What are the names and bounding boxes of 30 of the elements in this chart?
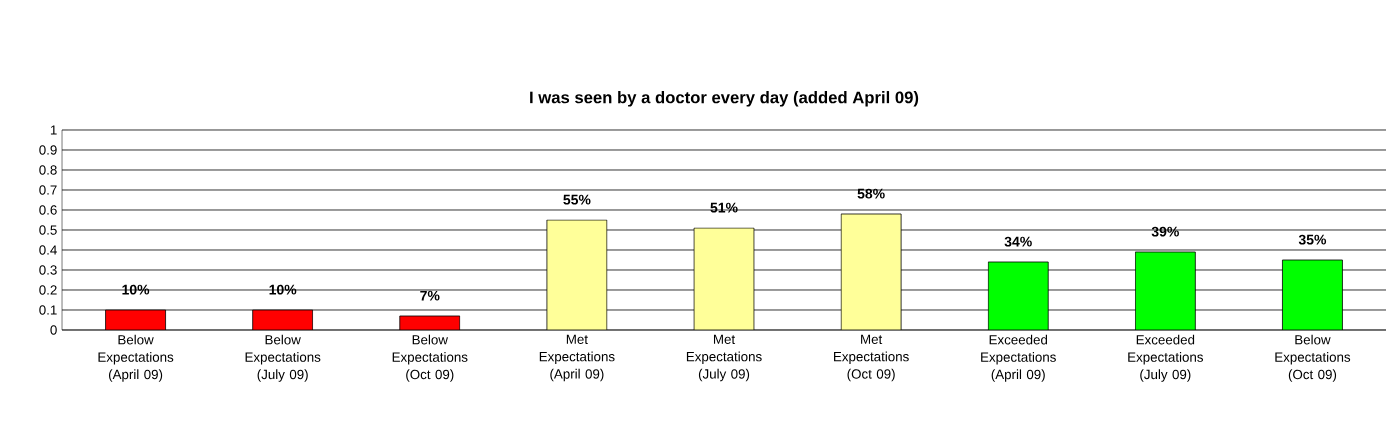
data-label: 10% (269, 284, 297, 295)
data-label: 35% (1298, 234, 1327, 245)
y-tick-label: 0.5 (39, 225, 57, 235)
y-tick-label: 1 (50, 125, 57, 135)
y-tick-label: 0.1 (39, 305, 57, 315)
y-tick-label: 0.6 (39, 205, 57, 215)
x-tick-label: Met Expectations (July 09) (686, 334, 762, 382)
data-label: 39% (1151, 226, 1179, 237)
data-label: 58% (857, 188, 885, 199)
data-label: 7% (420, 290, 440, 301)
x-tick-label: Exceeded Expectations (July 09) (1128, 334, 1204, 382)
data-label: 55% (563, 194, 591, 205)
x-tick-label: Met Expectations (Oct 09) (834, 334, 909, 382)
data-label: 51% (710, 202, 738, 213)
x-tick-label: Below Expectations (July 09) (245, 334, 321, 382)
y-tick-label: 0 (50, 325, 57, 335)
y-tick-label: 0.4 (39, 245, 57, 255)
x-tick-label: Below Expectations (Oct 09) (1275, 334, 1351, 382)
y-tick-label: 0.9 (39, 145, 57, 155)
y-tick-label: 0.3 (39, 265, 57, 275)
data-label: 10% (122, 284, 150, 295)
y-tick-label: 0.2 (39, 285, 57, 295)
y-tick-label: 0.8 (39, 165, 57, 175)
y-tick-label: 0.7 (39, 185, 57, 195)
data-label: 34% (1004, 236, 1032, 247)
x-tick-label: Met Expectations (April 09) (539, 334, 615, 382)
x-tick-label: Exceeded Expectations (April 09) (981, 334, 1056, 382)
x-tick-label: Below Expectations (Oct 09) (392, 334, 468, 382)
x-tick-label: Below Expectations (April 09) (98, 334, 174, 382)
chart-title: I was seen by a doctor every day (added April 09) (530, 91, 919, 107)
